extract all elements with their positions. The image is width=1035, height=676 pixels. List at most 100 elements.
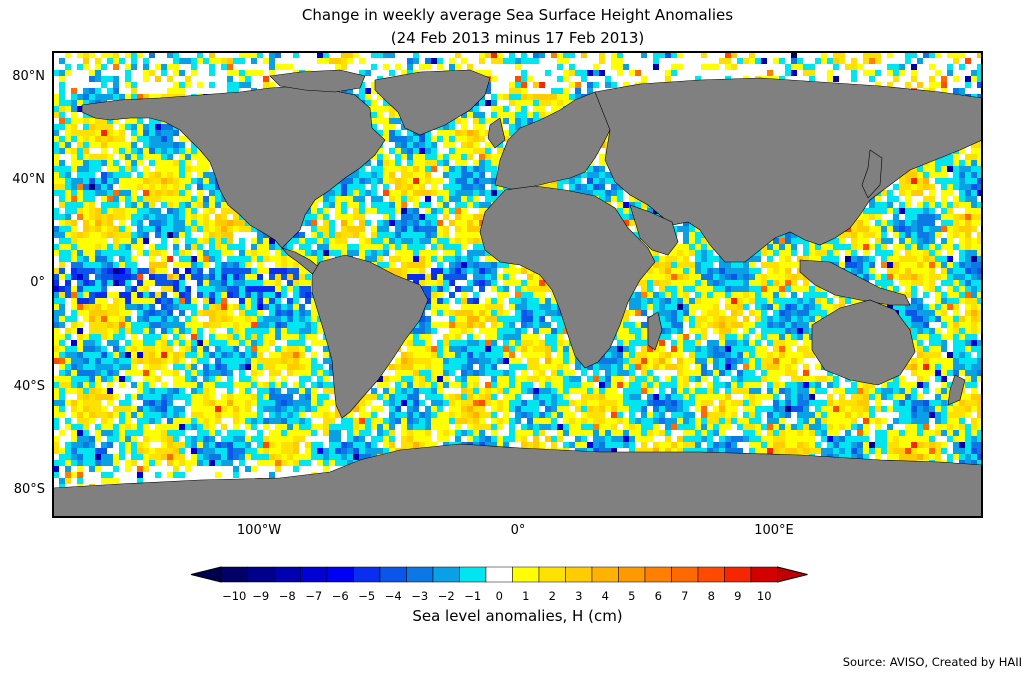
anomaly-cell: [113, 142, 119, 148]
anomaly-cell: [497, 274, 503, 280]
anomaly-cell: [59, 100, 65, 106]
anomaly-cell: [95, 256, 101, 262]
anomaly-cell: [689, 286, 695, 292]
anomaly-cell: [125, 70, 131, 76]
anomaly-cell: [179, 160, 185, 166]
anomaly-cell: [803, 238, 809, 244]
anomaly-cell: [299, 238, 305, 244]
anomaly-cell: [515, 286, 521, 292]
anomaly-cell: [773, 262, 779, 268]
anomaly-cell: [905, 52, 911, 58]
anomaly-cell: [683, 232, 689, 238]
anomaly-cell: [287, 244, 293, 250]
anomaly-cell: [161, 238, 167, 244]
anomaly-cell: [353, 184, 359, 190]
anomaly-cell: [149, 130, 155, 136]
anomaly-cell: [149, 94, 155, 100]
anomaly-cell: [143, 232, 149, 238]
anomaly-cell: [869, 52, 875, 58]
anomaly-cell: [881, 232, 887, 238]
anomaly-cell: [197, 280, 203, 286]
anomaly-cell: [317, 250, 323, 256]
anomaly-cell: [179, 172, 185, 178]
anomaly-cell: [953, 268, 959, 274]
anomaly-cell: [101, 142, 107, 148]
anomaly-cell: [887, 280, 893, 286]
anomaly-cell: [491, 106, 497, 112]
anomaly-cell: [317, 52, 323, 58]
anomaly-cell: [701, 286, 707, 292]
anomaly-cell: [425, 58, 431, 64]
anomaly-cell: [929, 76, 935, 82]
anomaly-cell: [755, 250, 761, 256]
anomaly-cell: [365, 244, 371, 250]
anomaly-cell: [509, 280, 515, 286]
anomaly-cell: [899, 220, 905, 226]
anomaly-cell: [809, 76, 815, 82]
anomaly-cell: [593, 178, 599, 184]
anomaly-cell: [635, 70, 641, 76]
anomaly-cell: [239, 226, 245, 232]
anomaly-cell: [851, 64, 857, 70]
anomaly-cell: [113, 268, 119, 274]
anomaly-cell: [473, 172, 479, 178]
anomaly-cell: [65, 130, 71, 136]
anomaly-cell: [881, 202, 887, 208]
anomaly-cell: [347, 250, 353, 256]
anomaly-cell: [359, 256, 365, 262]
anomaly-cell: [305, 286, 311, 292]
anomaly-cell: [59, 184, 65, 190]
anomaly-cell: [437, 178, 443, 184]
anomaly-cell: [557, 64, 563, 70]
anomaly-cell: [941, 154, 947, 160]
anomaly-cell: [527, 274, 533, 280]
anomaly-cell: [59, 232, 65, 238]
anomaly-cell: [239, 238, 245, 244]
anomaly-cell: [401, 238, 407, 244]
anomaly-cell: [323, 226, 329, 232]
anomaly-cell: [191, 274, 197, 280]
anomaly-cell: [935, 244, 941, 250]
anomaly-cell: [863, 238, 869, 244]
anomaly-cell: [143, 268, 149, 274]
anomaly-cell: [287, 286, 293, 292]
anomaly-cell: [341, 208, 347, 214]
anomaly-cell: [953, 262, 959, 268]
anomaly-cell: [599, 58, 605, 64]
anomaly-cell: [533, 94, 539, 100]
anomaly-cell: [881, 226, 887, 232]
anomaly-cell: [389, 148, 395, 154]
anomaly-cell: [455, 148, 461, 154]
anomaly-cell: [359, 184, 365, 190]
anomaly-cell: [767, 280, 773, 286]
anomaly-cell: [455, 220, 461, 226]
anomaly-cell: [155, 184, 161, 190]
anomaly-cell: [335, 244, 341, 250]
anomaly-cell: [965, 58, 971, 64]
anomaly-cell: [911, 64, 917, 70]
anomaly-cell: [755, 58, 761, 64]
anomaly-cell: [329, 238, 335, 244]
anomaly-cell: [95, 136, 101, 142]
anomaly-cell: [941, 172, 947, 178]
map-title: Change in weekly average Sea Surface Hei…: [301, 6, 734, 24]
anomaly-cell: [455, 202, 461, 208]
anomaly-cell: [467, 64, 473, 70]
anomaly-cell: [95, 58, 101, 64]
anomaly-cell: [389, 268, 395, 274]
anomaly-cell: [59, 286, 65, 292]
anomaly-cell: [527, 100, 533, 106]
anomaly-cell: [65, 70, 71, 76]
anomaly-cell: [899, 238, 905, 244]
anomaly-cell: [617, 184, 623, 190]
anomaly-cell: [509, 58, 515, 64]
anomaly-cell: [605, 172, 611, 178]
anomaly-cell: [167, 142, 173, 148]
anomaly-cell: [179, 136, 185, 142]
anomaly-cell: [131, 202, 137, 208]
anomaly-cell: [509, 262, 515, 268]
anomaly-cell: [491, 76, 497, 82]
anomaly-cell: [473, 106, 479, 112]
anomaly-cell: [875, 250, 881, 256]
anomaly-cell: [863, 232, 869, 238]
